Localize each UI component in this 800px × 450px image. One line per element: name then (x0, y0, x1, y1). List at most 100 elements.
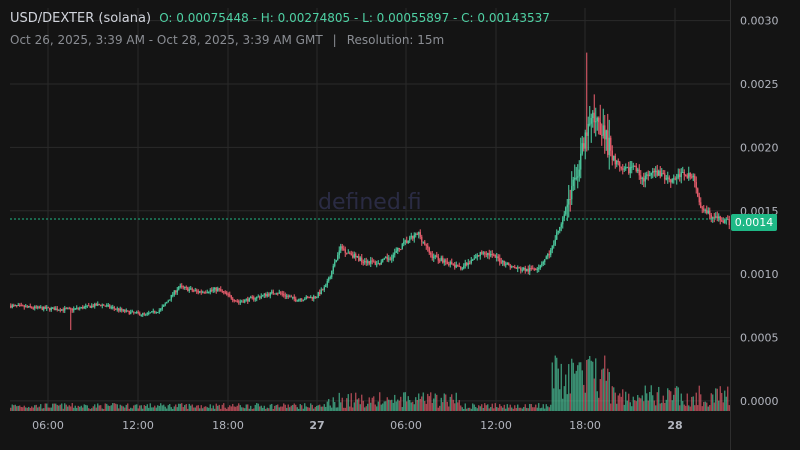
candle-body (373, 261, 375, 263)
volume-bar (436, 394, 438, 411)
x-tick-label: 18:00 (569, 419, 601, 432)
candle-body (58, 309, 60, 311)
candle-body (704, 210, 706, 212)
volume-bar (676, 386, 678, 411)
candle-body (559, 227, 561, 231)
volume-bar (625, 391, 627, 411)
volume-bar (583, 384, 585, 411)
candle-body (203, 291, 205, 293)
volume-bar (575, 370, 577, 411)
candle-body (376, 264, 378, 266)
volume-bar (589, 355, 591, 411)
candle-body (575, 177, 577, 179)
volume-bar (260, 405, 262, 411)
volume-bar (368, 397, 370, 411)
candle-body (604, 125, 606, 140)
y-tick-label: 0.0025 (740, 78, 779, 91)
volume-bar (292, 404, 294, 411)
volume-bar (200, 405, 202, 411)
candle-body (503, 260, 505, 265)
volume-bar (88, 408, 90, 411)
volume-bar (674, 387, 676, 411)
candle-body (247, 299, 249, 302)
candle-body (23, 305, 25, 308)
candle-body (446, 261, 448, 264)
volume-bar (70, 406, 72, 411)
candle-body (46, 307, 48, 309)
candle-body (485, 253, 487, 255)
candle-body (241, 301, 243, 303)
volume-bar (122, 406, 124, 411)
volume-bar (160, 403, 162, 411)
volume-bar (544, 408, 546, 411)
candle-body (302, 299, 304, 301)
volume-bar (577, 365, 579, 411)
volume-bar (247, 404, 249, 411)
candle-body (514, 267, 516, 269)
candle-body (437, 256, 439, 261)
volume-bar (481, 404, 483, 411)
volume-bar (254, 404, 256, 411)
candle-body (26, 306, 28, 308)
volume-bar (205, 406, 207, 411)
candle-body (440, 257, 442, 261)
candle-body (443, 260, 445, 263)
candle-body (568, 198, 570, 205)
candle-body (635, 165, 637, 172)
candle-body (512, 266, 514, 268)
volume-bar (358, 398, 360, 411)
candle-body (562, 217, 564, 225)
volume-bar (124, 407, 126, 411)
candle-body (482, 252, 484, 254)
volume-bar (568, 364, 570, 411)
candle-body (140, 314, 142, 316)
candle-body (646, 174, 648, 176)
candle-body (167, 300, 169, 303)
candle-body (157, 312, 159, 314)
volume-bar (176, 407, 178, 411)
candle-body (581, 143, 583, 154)
candle-body (655, 170, 657, 173)
volume-bar (287, 404, 289, 411)
candle-body (538, 268, 540, 270)
volume-bar (598, 397, 600, 411)
volume-bar (428, 396, 430, 411)
candle-body (298, 299, 300, 301)
candle-body (52, 307, 54, 309)
candle-body (263, 294, 265, 296)
volume-bar (722, 402, 724, 411)
volume-bar (245, 404, 247, 411)
candle-body (148, 312, 150, 314)
volume-bar (352, 407, 354, 411)
separator: | (332, 33, 337, 47)
volume-bar (631, 406, 633, 411)
candle-body (350, 253, 352, 256)
volume-bar (611, 386, 613, 411)
candle-body (379, 263, 381, 265)
candle-body (274, 293, 276, 295)
candle-body (727, 218, 729, 220)
candle-body (718, 216, 720, 219)
volume-bar (635, 401, 637, 411)
volume-bar (514, 405, 516, 411)
candle-body (109, 305, 111, 308)
volume-bar (49, 407, 51, 411)
resolution: Resolution: 15m (346, 33, 445, 47)
volume-bar (116, 404, 118, 411)
candle-body (308, 297, 310, 299)
candle-body (380, 261, 382, 265)
volume-bar (64, 403, 66, 411)
volume-bar (671, 400, 673, 411)
candle-body (625, 167, 627, 169)
volume-bar (112, 403, 114, 411)
volume-bar (485, 405, 487, 411)
candle-body (599, 122, 601, 135)
volume-bar (410, 402, 412, 411)
candle-body (59, 309, 61, 311)
volume-bar (520, 407, 522, 411)
candle-body (35, 306, 37, 308)
candle-body (232, 298, 234, 301)
candle-body (577, 176, 579, 178)
volume-bar (419, 398, 421, 411)
